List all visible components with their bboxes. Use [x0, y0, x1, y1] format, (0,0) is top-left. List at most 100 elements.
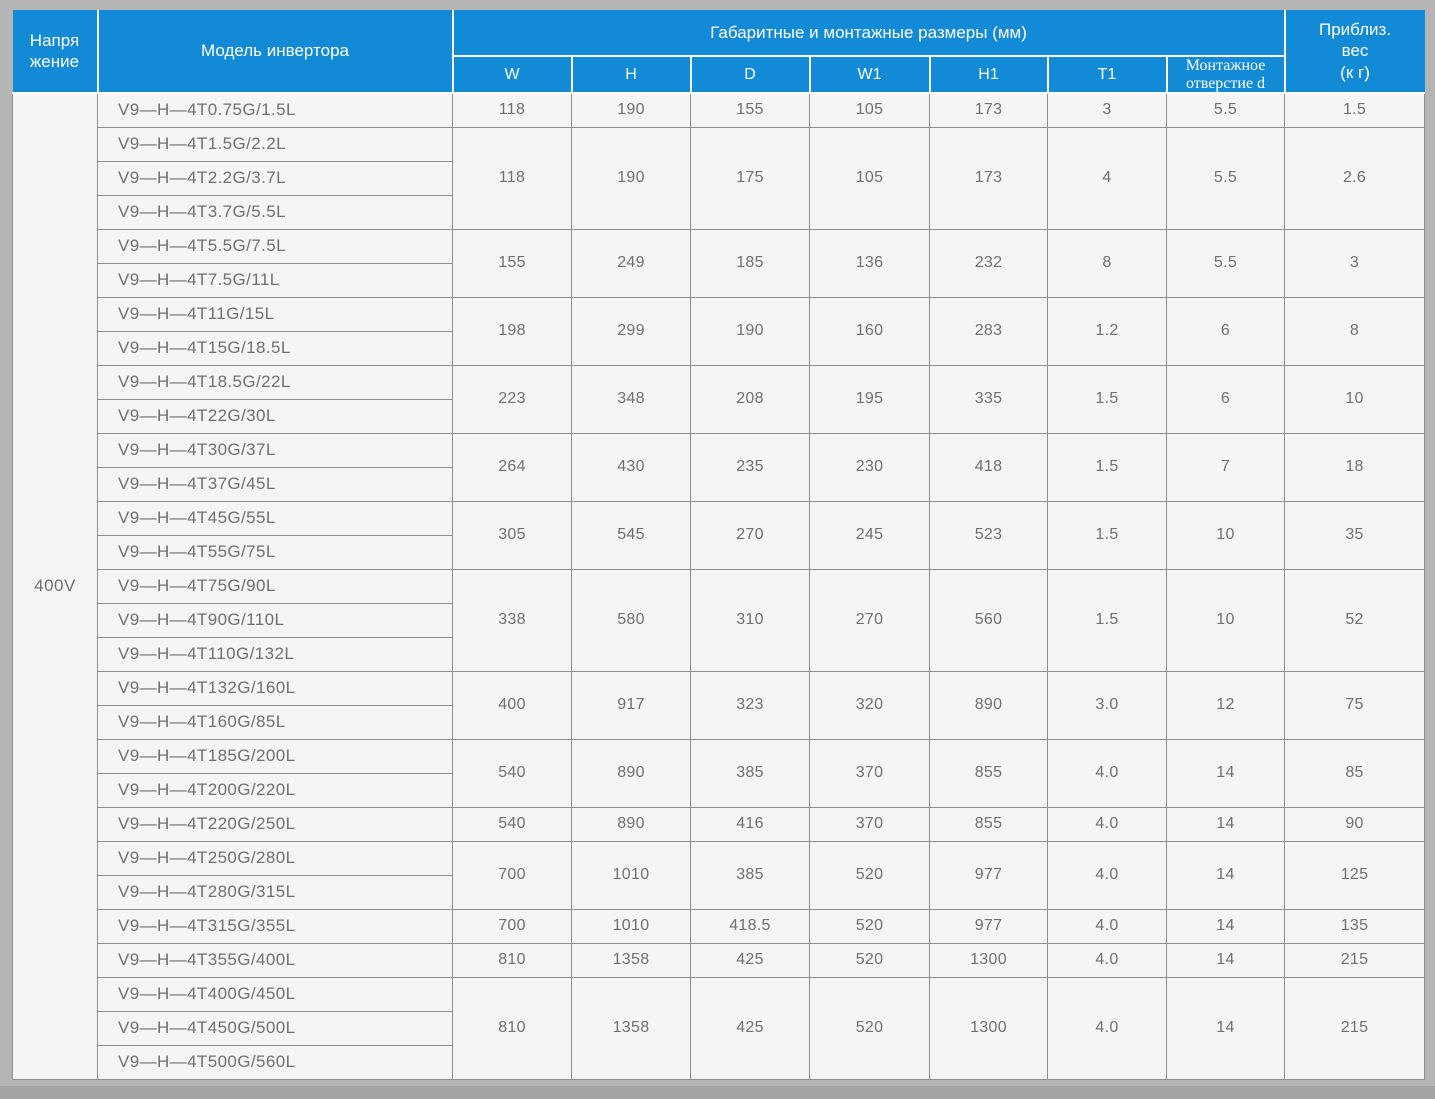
dim-cell-w: 223 [452, 364, 572, 434]
weight-cell: 10 [1284, 364, 1426, 434]
dim-cell-t1: 4.0 [1047, 908, 1167, 944]
weight-cell: 125 [1284, 840, 1426, 910]
table-row: V9—H—4T5.5G/7.5L 155 249 185 136 232 8 5.5 3 [13, 228, 1426, 298]
dim-cell-hole: 14 [1165, 942, 1286, 978]
model-cell: V9—H—4T450G/500L [97, 1010, 453, 1046]
dim-cell-h1: 335 [929, 364, 1048, 434]
dim-cell-w: 338 [452, 568, 572, 672]
header-dimensions-group: Габаритные и монтажные размеры (мм) [451, 10, 1286, 57]
dim-cell-hole: 5.5 [1165, 92, 1286, 128]
dim-cell-h: 190 [571, 92, 691, 128]
dim-cell-h: 580 [571, 568, 691, 672]
model-cell: V9—H—4T1.5G/2.2L [97, 126, 453, 162]
dim-cell-h: 890 [571, 806, 691, 842]
table-row: V9—H—4T2.2G/3.7L [13, 160, 1425, 196]
dim-cell-h: 430 [571, 432, 691, 502]
dim-cell-hole: 10 [1165, 500, 1286, 570]
dim-cell-w: 118 [452, 92, 572, 128]
dim-cell-w1: 270 [809, 568, 930, 672]
table-row: V9—H—4T45G/55L 305 545 270 245 523 1.5 10 35 [13, 500, 1426, 570]
model-cell: V9—H—4T315G/355L [97, 908, 453, 944]
table-row: V9—H—4T132G/160L 400 917 323 320 890 3.0 12 75 [13, 670, 1426, 740]
model-cell: V9—H—4T355G/400L [97, 942, 453, 978]
table-row: V9—H—4T355G/400L 810 1358 425 520 1300 4.0 14 21… [13, 942, 1426, 978]
dim-cell-d: 425 [690, 942, 810, 978]
table-row: V9—H—4T110G/132L [13, 636, 1425, 672]
header-row-top: Напря жение Модель инвертора Габаритные … [12, 10, 1425, 95]
table-row: V9—H—4T30G/37L 264 430 235 230 418 1.5 7 18 [13, 432, 1426, 502]
table-header: Напря жение Модель инвертора Габаритные … [12, 10, 1425, 95]
dim-cell-d: 385 [690, 840, 810, 910]
header-weight: Приблиз. вес (к г) [1283, 10, 1425, 95]
catalog-page: Напря жение Модель инвертора Габаритные … [12, 10, 1426, 1080]
table-row: V9—H—4T3.7G/5.5L [13, 194, 1425, 230]
dim-cell-h1: 523 [929, 500, 1048, 570]
model-cell: V9—H—4T160G/85L [97, 704, 453, 740]
dim-cell-t1: 1.5 [1047, 500, 1167, 570]
table-row: V9—H—4T55G/75L [13, 534, 1425, 570]
dim-cell-d: 155 [690, 92, 810, 128]
dim-cell-h1: 232 [929, 228, 1048, 298]
dim-cell-w: 198 [452, 296, 572, 366]
dim-cell-w: 264 [452, 432, 572, 502]
dim-cell-hole: 14 [1165, 976, 1286, 1080]
header-col-h: H [570, 54, 692, 95]
dim-cell-t1: 4 [1047, 126, 1167, 230]
dim-cell-t1: 3.0 [1047, 670, 1167, 740]
dim-cell-h1: 418 [929, 432, 1048, 502]
dim-cell-d: 190 [690, 296, 810, 366]
model-cell: V9—H—4T30G/37L [97, 432, 453, 468]
weight-cell: 35 [1284, 500, 1426, 570]
dim-cell-w: 810 [452, 976, 572, 1080]
header-col-t1: T1 [1046, 54, 1168, 95]
table-row: V9—H—4T250G/280L 700 1010 385 520 977 4.0 14 125 [13, 840, 1426, 910]
dim-cell-w: 700 [452, 908, 572, 944]
header-row-sub: W H D W1 H1 T1 Монтажное отверстие d [13, 54, 1425, 95]
dim-cell-hole: 5.5 [1165, 126, 1286, 230]
weight-cell: 90 [1284, 806, 1426, 842]
dim-cell-d: 418.5 [690, 908, 810, 944]
header-col-w1: W1 [808, 54, 931, 95]
dim-cell-h1: 173 [929, 126, 1048, 230]
dim-cell-t1: 4.0 [1047, 738, 1167, 808]
dim-cell-w: 540 [452, 806, 572, 842]
dim-cell-w1: 320 [809, 670, 930, 740]
model-cell: V9—H—4T45G/55L [97, 500, 453, 536]
dim-cell-d: 185 [690, 228, 810, 298]
model-cell: V9—H—4T250G/280L [97, 840, 453, 876]
dim-cell-h1: 977 [929, 840, 1048, 910]
dim-cell-h1: 1300 [929, 942, 1048, 978]
dim-cell-w: 155 [452, 228, 572, 298]
weight-cell: 2.6 [1284, 126, 1426, 230]
table-row: V9—H—4T185G/200L 540 890 385 370 855 4.0 14 85 [13, 738, 1426, 808]
dim-cell-d: 416 [690, 806, 810, 842]
model-cell: V9—H—4T7.5G/11L [97, 262, 453, 298]
dim-cell-t1: 4.0 [1047, 976, 1167, 1080]
dim-cell-t1: 1.5 [1047, 432, 1167, 502]
weight-cell: 8 [1284, 296, 1426, 366]
table-row: V9—H—4T400G/450L 810 1358 425 520 1300 4.0 14 21… [13, 976, 1426, 1080]
dim-cell-w1: 230 [809, 432, 930, 502]
header-model: Модель инвертора [96, 10, 454, 95]
model-cell: V9—H—4T55G/75L [97, 534, 453, 570]
dim-cell-hole: 5.5 [1165, 228, 1286, 298]
dim-cell-hole: 6 [1165, 296, 1286, 366]
dim-cell-d: 270 [690, 500, 810, 570]
dim-cell-h1: 855 [929, 806, 1048, 842]
model-cell: V9—H—4T22G/30L [97, 398, 453, 434]
model-cell: V9—H—4T400G/450L [97, 976, 453, 1012]
table-row: V9—H—4T280G/315L [13, 874, 1425, 910]
dim-cell-d: 425 [690, 976, 810, 1080]
dim-cell-d: 310 [690, 568, 810, 672]
dim-cell-h: 249 [571, 228, 691, 298]
dim-cell-w: 810 [452, 942, 572, 978]
bottom-strip [0, 1086, 1435, 1099]
table-row: V9—H—4T22G/30L [13, 398, 1425, 434]
dim-cell-h: 1358 [571, 976, 691, 1080]
dim-cell-d: 235 [690, 432, 810, 502]
dim-cell-w: 305 [452, 500, 572, 570]
inverter-dimensions-table: Напря жение Модель инвертора Габаритные … [12, 10, 1426, 1080]
weight-cell: 52 [1284, 568, 1426, 672]
model-cell: V9—H—4T2.2G/3.7L [97, 160, 453, 196]
table-row: 400V V9—H—4T0.75G/1.5L 118 190 155 105 173 3 5.5… [12, 92, 1426, 1080]
